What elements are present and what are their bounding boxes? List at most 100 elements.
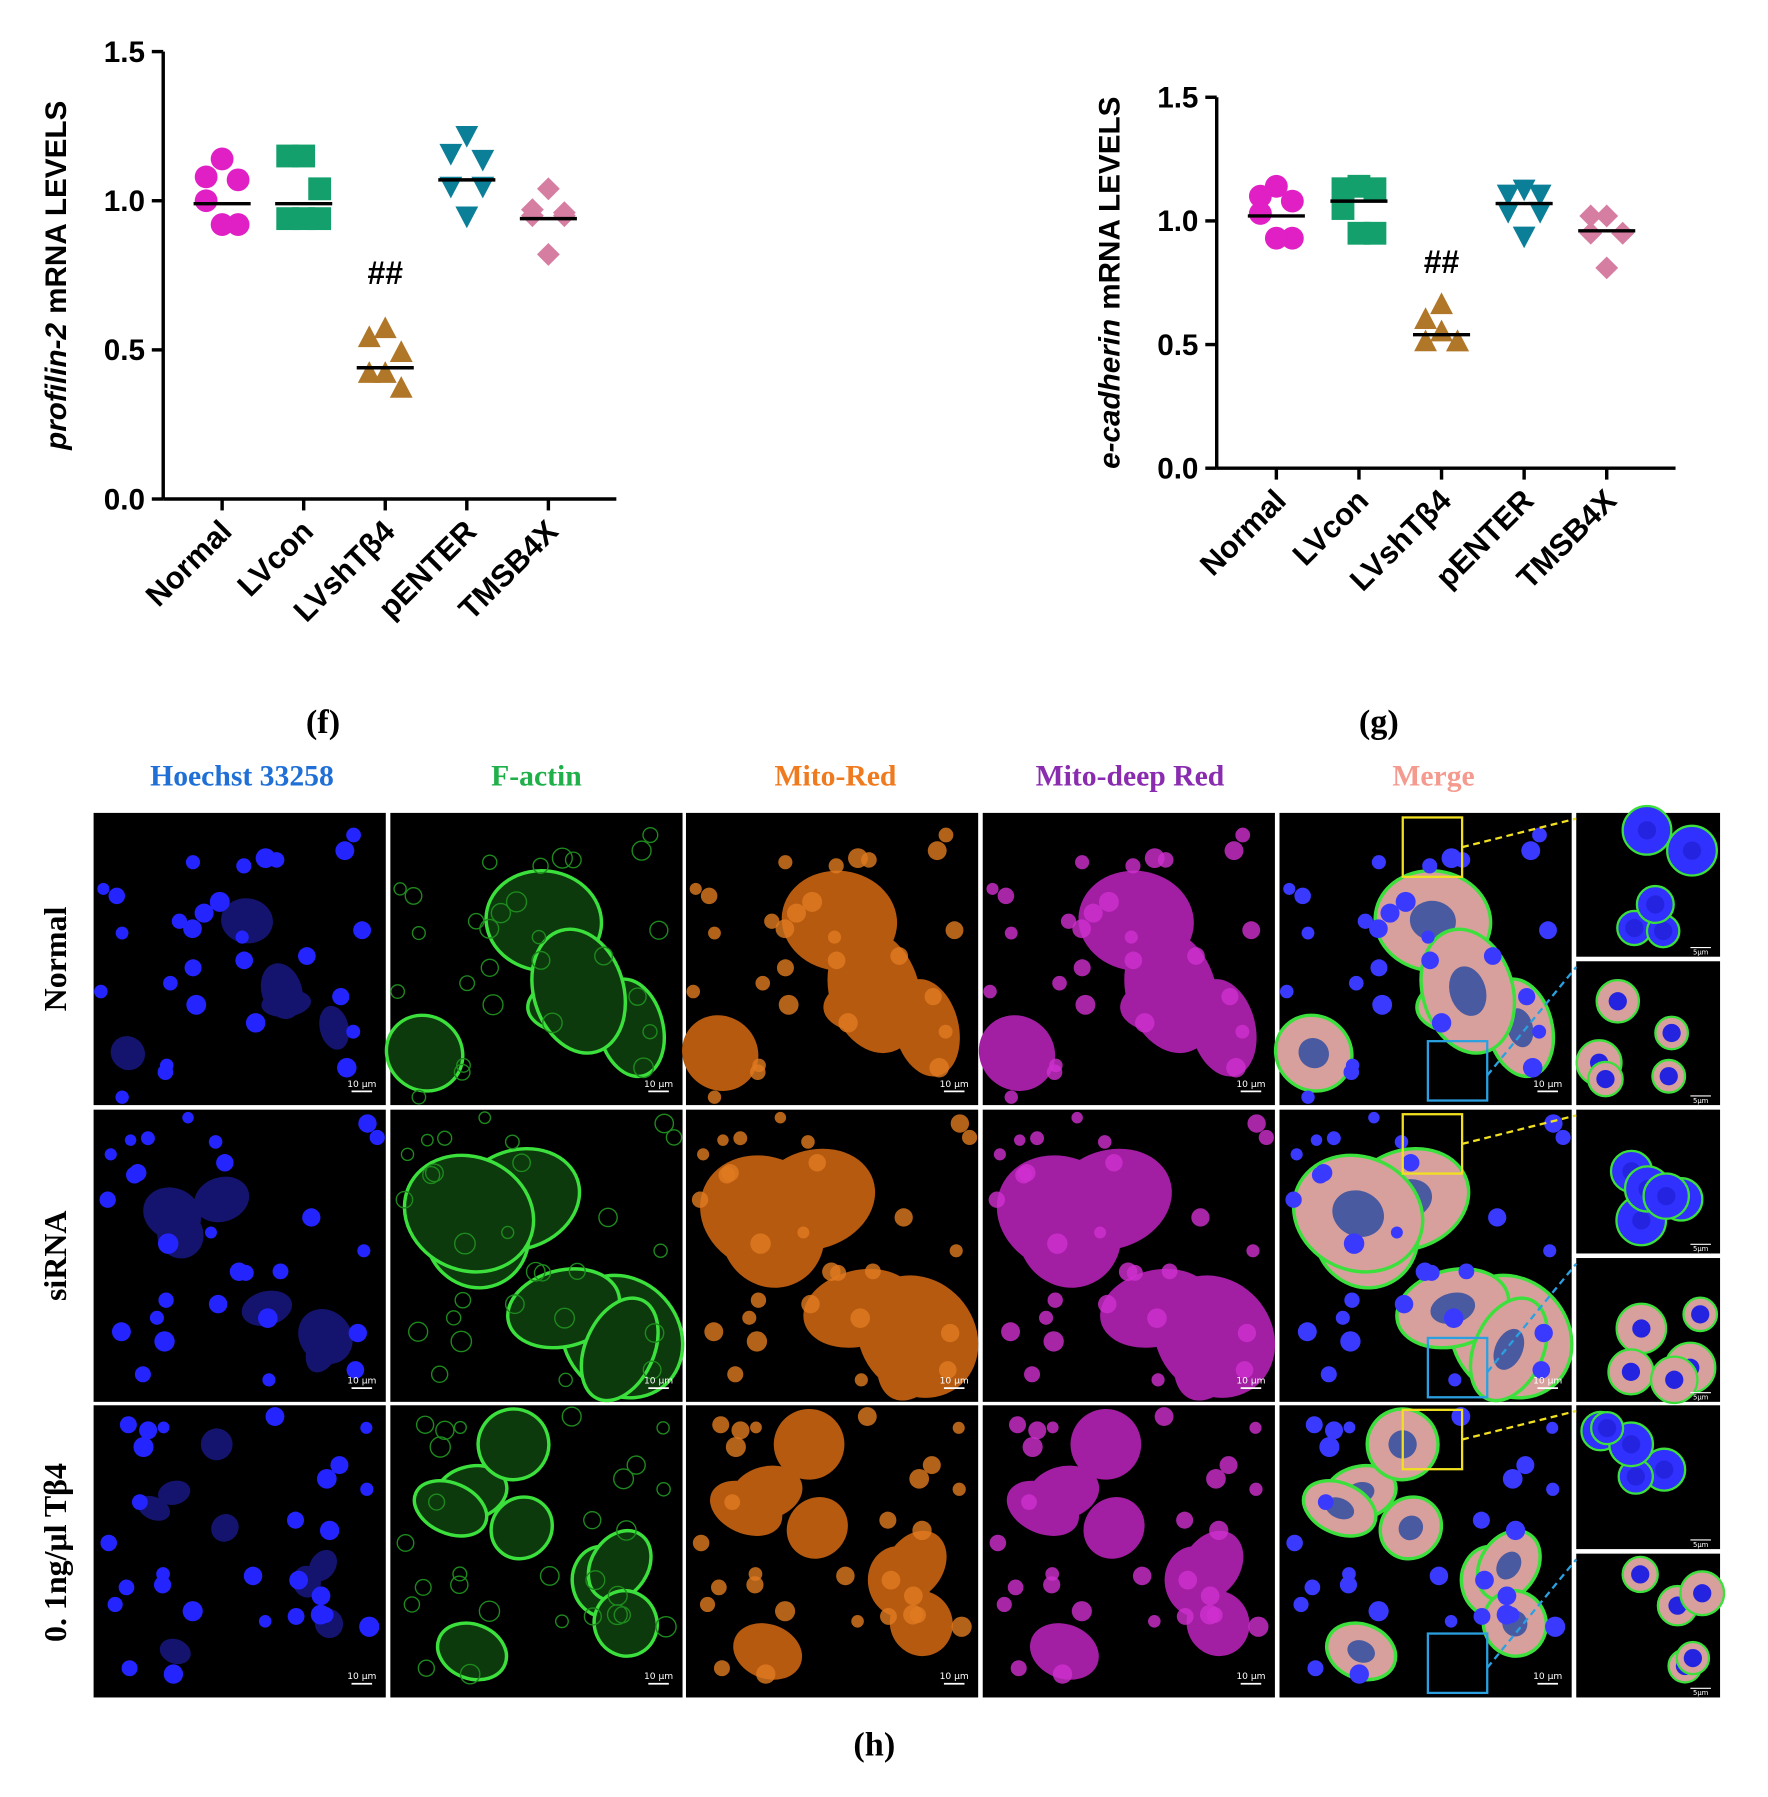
small-cell — [583, 1607, 602, 1626]
small-cell — [1135, 1013, 1155, 1033]
small-cell — [633, 1057, 654, 1079]
small-cell — [1319, 1436, 1340, 1458]
small-cell — [1039, 1310, 1054, 1325]
small-cell — [1219, 1456, 1238, 1475]
micrograph: 10 μm — [390, 1405, 683, 1698]
nucleus — [1347, 1640, 1375, 1663]
small-cell — [255, 848, 276, 869]
small-cell — [996, 1596, 1012, 1613]
small-cell — [938, 1361, 957, 1379]
small-cell — [626, 1455, 646, 1475]
small-cell — [628, 987, 647, 1006]
small-cell — [1187, 947, 1205, 965]
small-cell — [838, 1013, 858, 1033]
small-cell — [1539, 921, 1557, 940]
small-cell — [417, 1659, 436, 1677]
small-cell — [490, 902, 512, 924]
small-cell — [478, 1111, 492, 1125]
small-cell — [1395, 891, 1416, 912]
panel-label: (h) — [853, 1726, 895, 1764]
nucleus — [1430, 1292, 1476, 1325]
small-cell — [731, 1421, 750, 1440]
small-cell — [126, 1166, 143, 1184]
small-cell — [1052, 975, 1067, 991]
small-cell — [724, 1494, 741, 1511]
cell-outline — [592, 1589, 659, 1658]
small-cell — [1001, 1322, 1021, 1342]
y-tick-label: 1.5 — [104, 36, 145, 69]
data-point — [1496, 201, 1520, 224]
inset-nucleus — [1625, 918, 1644, 938]
small-cell — [1007, 1579, 1024, 1596]
inset: 5μm — [1576, 804, 1721, 957]
small-cell — [755, 975, 771, 991]
small-cell — [235, 951, 254, 970]
small-cell — [111, 1322, 131, 1342]
nucleus — [1493, 1328, 1525, 1370]
small-cell — [1126, 1264, 1143, 1281]
data-point — [536, 177, 560, 201]
small-cell — [1339, 1576, 1358, 1594]
inset-nucleus — [1597, 1418, 1617, 1438]
data-point — [1414, 307, 1437, 329]
small-cell — [700, 887, 718, 905]
small-cell — [1310, 1134, 1323, 1146]
small-cell — [1488, 1208, 1507, 1227]
small-cell — [922, 1456, 941, 1475]
data-point — [1496, 184, 1520, 207]
small-cell — [272, 1263, 289, 1280]
data-point — [552, 204, 576, 228]
small-cell — [1532, 1361, 1551, 1379]
inset-nucleus — [1665, 1370, 1684, 1389]
small-cell — [1324, 1421, 1344, 1440]
cell-outline — [530, 927, 628, 1055]
small-cell — [479, 918, 500, 939]
small-cell — [951, 1616, 972, 1637]
small-cell — [236, 858, 252, 874]
nucleus — [260, 963, 303, 1020]
small-cell — [420, 1133, 434, 1147]
panel-label: (f) — [306, 703, 340, 741]
data-point — [1528, 201, 1552, 224]
small-cell — [1280, 984, 1294, 999]
small-cell — [1043, 1331, 1064, 1352]
small-cell — [149, 1310, 164, 1325]
small-cell — [1154, 1407, 1174, 1426]
small-cell — [182, 1111, 194, 1124]
small-cell — [644, 1323, 665, 1343]
cell — [733, 1623, 803, 1680]
small-cell — [185, 855, 201, 870]
data-point — [471, 149, 495, 172]
inset-nucleus — [1631, 1565, 1650, 1584]
small-cell — [927, 841, 947, 861]
small-cell — [1132, 1566, 1152, 1586]
small-cell — [1368, 1111, 1380, 1124]
small-cell — [287, 1608, 305, 1625]
small-cell — [1357, 913, 1373, 929]
small-cell — [1022, 1436, 1043, 1458]
scale-bar-label: 10 μm — [644, 1672, 673, 1682]
nucleus — [1496, 1551, 1522, 1580]
scale-bar-label: 10 μm — [940, 1080, 969, 1090]
scale-bar-label: 10 μm — [347, 1377, 376, 1387]
small-cell — [235, 930, 249, 944]
inset-nucleus — [1659, 1067, 1678, 1086]
small-cell — [746, 1331, 768, 1352]
cell — [1173, 1298, 1251, 1401]
scale-bar-label: 10 μm — [1533, 1672, 1562, 1682]
small-cell — [1047, 1233, 1068, 1254]
small-cell — [1502, 1468, 1523, 1489]
inset-nucleus — [1608, 992, 1627, 1011]
micrograph: 10 μm — [685, 1109, 979, 1402]
small-cell — [890, 947, 909, 965]
small-cell — [830, 1264, 847, 1281]
small-cell — [746, 1576, 764, 1594]
small-cell — [337, 1058, 357, 1078]
small-cell — [952, 1421, 965, 1434]
small-cell — [1497, 1586, 1517, 1606]
small-cell — [163, 975, 178, 991]
inset-nucleus — [1682, 841, 1702, 860]
small-cell — [134, 1366, 151, 1383]
micrograph: 10 μm — [978, 812, 1275, 1106]
small-cell — [665, 1129, 683, 1146]
